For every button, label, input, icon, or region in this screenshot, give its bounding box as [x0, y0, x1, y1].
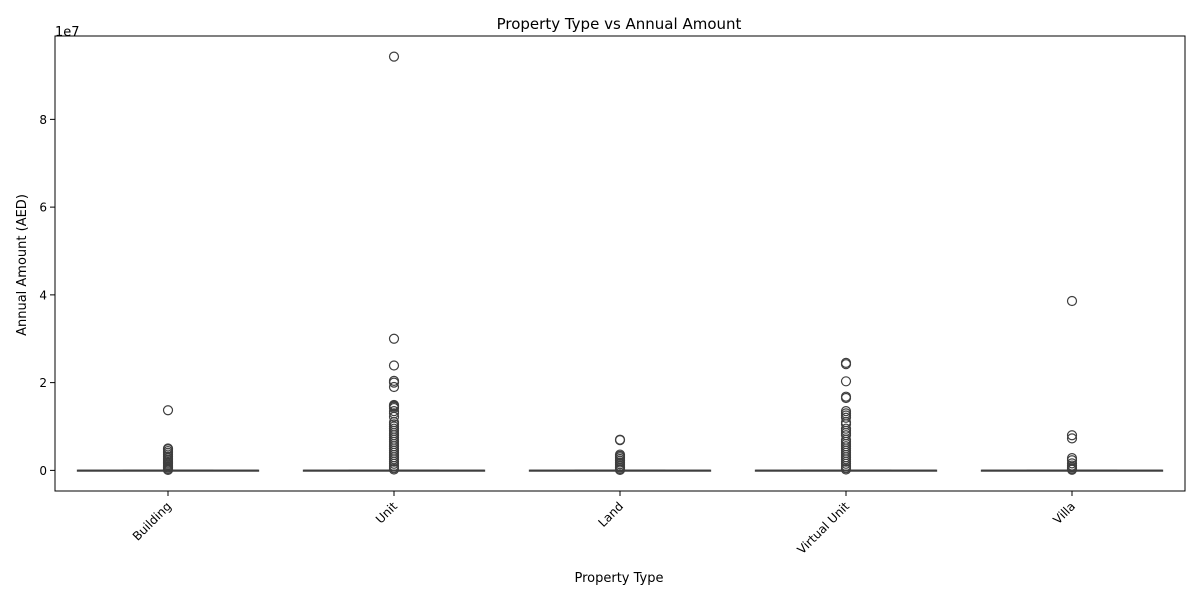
y-tick-label: 2 [39, 376, 47, 390]
outlier-point [388, 360, 400, 371]
y-offset-label: 1e7 [55, 25, 80, 40]
outlier-point [388, 51, 400, 62]
outlier-point [1066, 464, 1078, 475]
outlier-point [1066, 295, 1078, 307]
outlier-point [162, 405, 174, 416]
outlier-point [840, 412, 852, 423]
outlier-point [1066, 430, 1078, 441]
box-group [528, 434, 712, 476]
plot-area [76, 51, 1164, 476]
outlier-point [388, 377, 400, 388]
outlier-point [388, 464, 400, 475]
outlier-point [840, 392, 852, 404]
y-tick-label: 8 [39, 113, 47, 127]
x-axis-label: Property Type [574, 571, 663, 586]
y-tick-label: 6 [39, 201, 47, 215]
chart-title: Property Type vs Annual Amount [497, 15, 742, 33]
outlier-point [388, 381, 400, 393]
x-tick-label: Unit [373, 499, 400, 526]
outlier-point [614, 464, 626, 476]
box-group [302, 51, 486, 475]
y-axis-label: Annual Amount (AED) [15, 194, 30, 336]
box-group [754, 357, 938, 475]
x-tick-label: Virtual Unit [795, 499, 853, 557]
outlier-point [1066, 433, 1078, 444]
outlier-point [388, 333, 400, 344]
outlier-point [840, 359, 852, 370]
x-tick-label: Building [130, 499, 174, 543]
outlier-point [840, 464, 852, 475]
box-group [76, 405, 260, 476]
plot-frame [54, 35, 1186, 492]
y-tick-label: 4 [39, 288, 47, 302]
x-tick-label: Villa [1050, 499, 1078, 527]
x-tick-label: Land [596, 499, 627, 530]
outlier-point [840, 376, 852, 387]
outlier-point [388, 411, 400, 422]
outlier-point [162, 464, 174, 476]
box-group [980, 295, 1164, 475]
y-tick-label: 0 [39, 464, 47, 478]
outlier-point [614, 435, 626, 446]
